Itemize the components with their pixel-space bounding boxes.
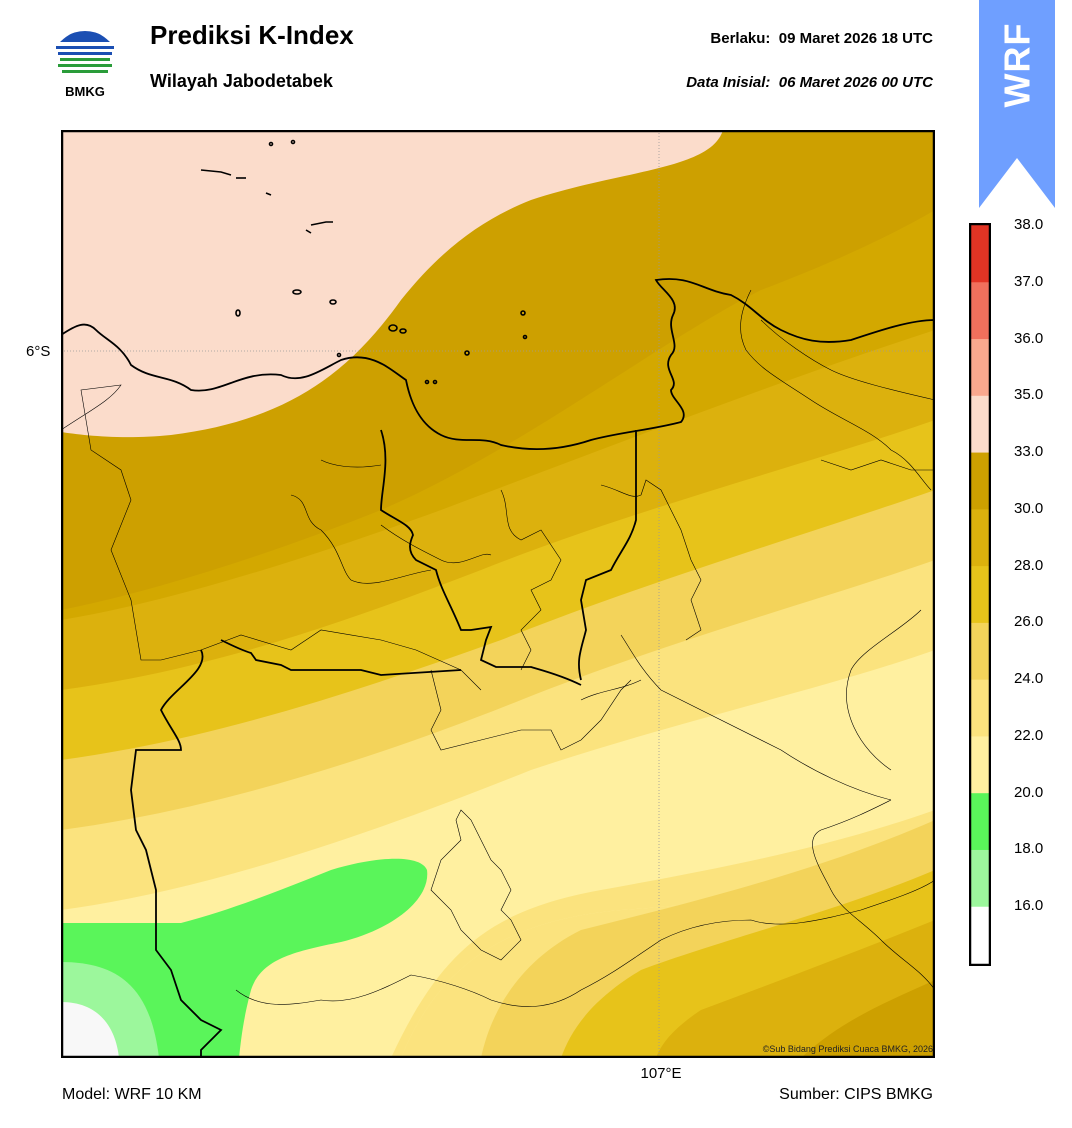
colorbar-tick-label: 35.0 [1014, 386, 1044, 404]
colorbar-tick-label: 16.0 [1014, 897, 1044, 915]
colorbar-segment [970, 849, 990, 907]
province-borders [61, 278, 935, 1058]
lat-label: 6°S [26, 343, 51, 360]
page-title: Prediksi K-Index [150, 20, 354, 50]
colorbar-tick-label: 26.0 [1014, 613, 1044, 631]
colorbar-tick-label: 36.0 [1014, 329, 1044, 347]
colorbar-segment [970, 622, 990, 680]
colorbar-segment [970, 452, 990, 510]
colorbar-segment [970, 508, 990, 567]
colorbar-tick-label: 24.0 [1014, 670, 1044, 688]
colorbar-segment [970, 395, 990, 453]
colorbar-tick-label: 28.0 [1014, 556, 1044, 574]
band-sw-18-20 [61, 858, 428, 1058]
band-sw-below-16 [61, 1002, 119, 1058]
wrf-banner [979, 0, 1055, 210]
wrf-banner-text: WRF [996, 22, 1037, 108]
map-frame [60, 129, 936, 1059]
page-subtitle: Wilayah Jabodetabek [150, 71, 333, 91]
colorbar-tick-label: 37.0 [1014, 272, 1044, 290]
colorbar-tick-label: 38.0 [1014, 216, 1044, 233]
bmkg-logo [52, 20, 118, 100]
colorbar-tick-label: 30.0 [1014, 499, 1044, 517]
source-label: Sumber: CIPS BMKG [779, 1086, 933, 1103]
lon-label: 107°E [640, 1065, 682, 1082]
colorbar-segment [970, 281, 990, 340]
band-35-36 [61, 130, 723, 438]
model-label: Model: WRF 10 KM [62, 1086, 202, 1103]
colorbar-segment [970, 735, 990, 794]
colorbar [968, 222, 996, 967]
valid-time: Berlaku: 09 Maret 2026 18 UTC [710, 30, 933, 47]
k-index-map [60, 129, 936, 1059]
colorbar-tick-label: 20.0 [1014, 783, 1044, 801]
islands [200, 139, 528, 385]
district-borders [61, 289, 935, 1007]
logo-text: BMKG [65, 84, 105, 99]
colorbar-tick-label: 18.0 [1014, 840, 1044, 858]
init-time: Data Inisial: 06 Maret 2026 00 UTC [686, 74, 933, 91]
colorbar-segment [970, 792, 990, 850]
map-credit: ©Sub Bidang Prediksi Cuaca BMKG, 2026 [762, 1044, 933, 1054]
colorbar-segment [970, 565, 990, 623]
colorbar-tick-label: 33.0 [1014, 443, 1044, 461]
colorbar-segment [970, 679, 990, 737]
colorbar-segment [970, 906, 990, 964]
band-se-30-33 [801, 980, 935, 1058]
colorbar-segment [970, 225, 990, 283]
colorbar-tick-label: 22.0 [1014, 726, 1044, 744]
colorbar-segment [970, 338, 990, 396]
